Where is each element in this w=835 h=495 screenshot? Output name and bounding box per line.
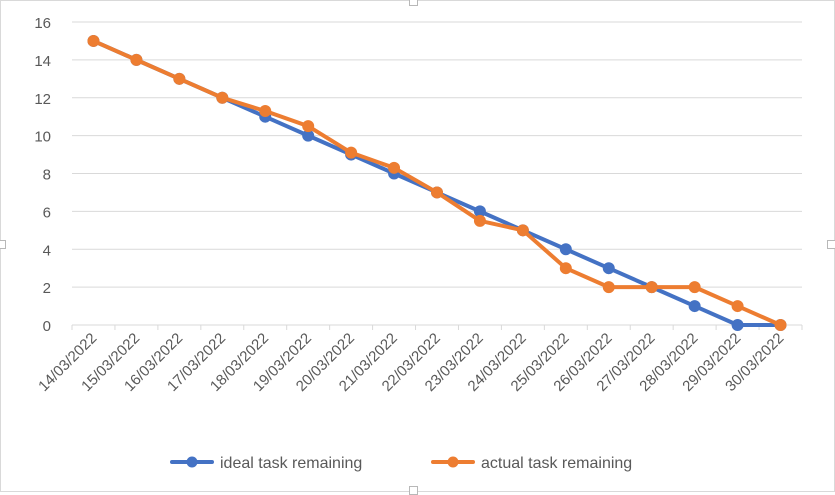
data-point bbox=[731, 300, 744, 313]
y-tick-label: 14 bbox=[34, 53, 51, 70]
data-point bbox=[731, 319, 744, 331]
data-point bbox=[774, 319, 787, 331]
data-point bbox=[431, 186, 443, 199]
data-point bbox=[345, 146, 358, 159]
y-tick-label: 6 bbox=[43, 204, 51, 221]
series-2 bbox=[87, 34, 787, 331]
resize-handle-left[interactable] bbox=[0, 240, 6, 249]
legend-swatch-marker bbox=[186, 456, 198, 468]
data-point bbox=[688, 300, 701, 313]
y-tick-label: 0 bbox=[43, 318, 51, 335]
legend-label: ideal task remaining bbox=[220, 455, 362, 472]
gridlines bbox=[72, 21, 802, 288]
data-point bbox=[130, 53, 143, 66]
data-point bbox=[87, 34, 100, 47]
legend-item: ideal task remaining bbox=[170, 455, 362, 472]
data-point bbox=[645, 281, 658, 294]
data-point bbox=[259, 105, 272, 118]
data-point bbox=[473, 214, 486, 227]
data-point bbox=[302, 120, 315, 133]
y-tick-label: 4 bbox=[43, 242, 51, 259]
y-tick-label: 2 bbox=[43, 280, 51, 297]
data-point bbox=[602, 262, 615, 275]
resize-handle-top[interactable] bbox=[409, 0, 418, 6]
data-point bbox=[516, 224, 529, 237]
legend-item: actual task remaining bbox=[431, 455, 632, 472]
data-point bbox=[688, 281, 701, 294]
data-point bbox=[173, 72, 186, 85]
data-point bbox=[559, 262, 572, 275]
y-tick-label: 12 bbox=[34, 91, 51, 108]
plot-series bbox=[87, 34, 787, 331]
y-tick-label: 16 bbox=[34, 15, 51, 32]
data-point bbox=[388, 161, 401, 174]
legend-label: actual task remaining bbox=[481, 455, 632, 472]
resize-handle-right[interactable] bbox=[827, 240, 835, 249]
y-tick-label: 8 bbox=[43, 167, 51, 184]
y-tick-label: 10 bbox=[34, 129, 51, 146]
data-point bbox=[216, 91, 229, 104]
legend: ideal task remaining actual task remainin… bbox=[170, 455, 632, 472]
resize-handle-bottom[interactable] bbox=[409, 486, 418, 495]
legend-swatch-marker bbox=[447, 456, 459, 468]
y-axis-tick-labels: 0 2 4 6 8 10 12 14 16 bbox=[34, 15, 51, 335]
data-point bbox=[602, 281, 615, 294]
data-point bbox=[559, 243, 572, 256]
